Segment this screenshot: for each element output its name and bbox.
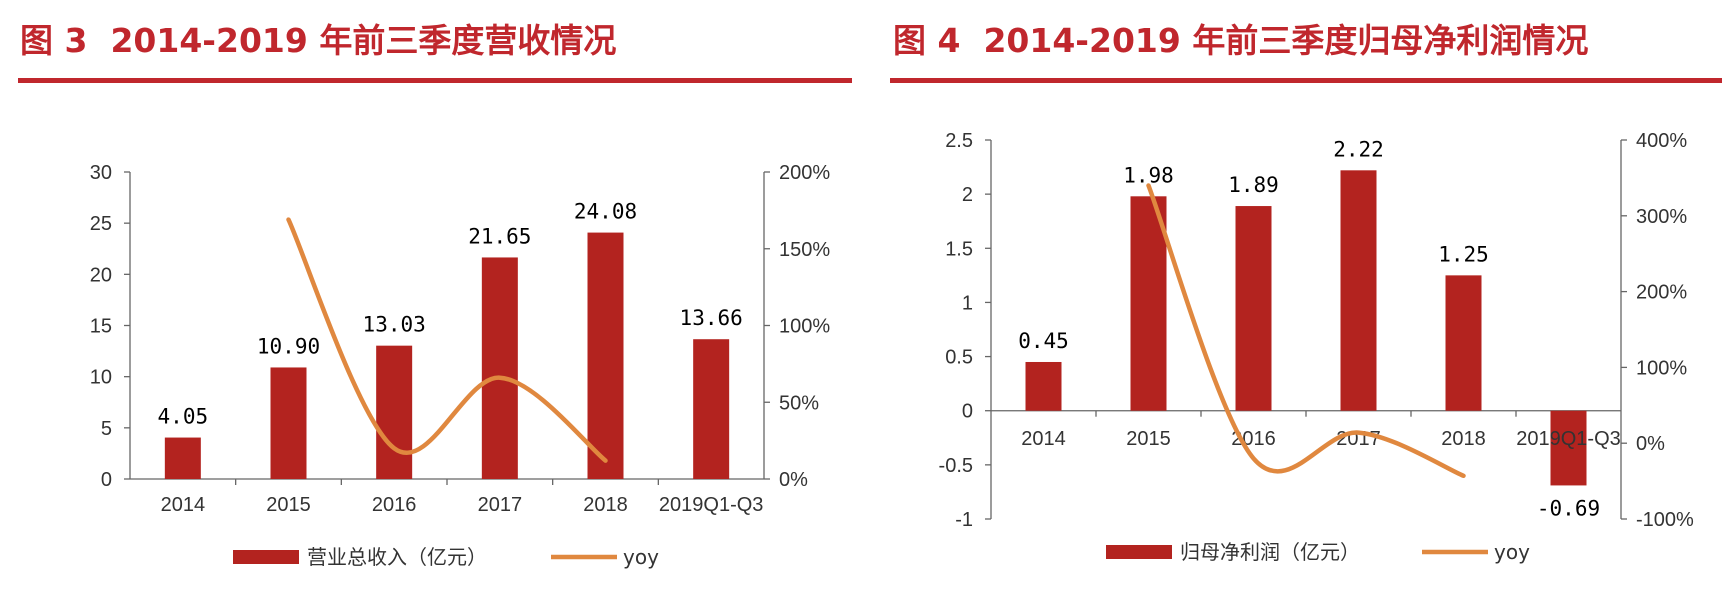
- chart2-bar: [1550, 410, 1587, 486]
- chart2-left-tick-label: -1: [955, 509, 973, 531]
- chart1-bar: [270, 367, 307, 479]
- chart2-right-tick-label: 200%: [1636, 282, 1687, 304]
- chart2-category-label: 2019Q1-Q3: [1516, 428, 1621, 450]
- chart2-right-tick-label: 400%: [1636, 130, 1687, 152]
- chart1-left-tick-label: 20: [90, 264, 112, 286]
- chart2-bar-label: -0.69: [1537, 496, 1600, 520]
- chart1-right-tick-label: 100%: [779, 316, 830, 338]
- chart2-title-rule: [890, 78, 1722, 83]
- chart2-title: 图 4 2014-2019 年前三季度归母净利润情况: [893, 21, 1589, 60]
- chart2-category-label: 2015: [1126, 428, 1171, 450]
- chart1-category-label: 2014: [161, 494, 206, 516]
- chart1-right-tick-label: 200%: [779, 162, 830, 184]
- chart1-left-tick-label: 10: [90, 367, 112, 389]
- chart1-bar: [164, 437, 201, 479]
- chart1-left-tick-label: 30: [90, 162, 112, 184]
- chart2-bar-label: 2.22: [1333, 137, 1384, 161]
- chart1-title-rule: [18, 78, 852, 83]
- chart2-left-tick-label: 0.5: [945, 347, 973, 369]
- chart2-left-tick-label: 0: [962, 401, 973, 423]
- chart1-right-tick-label: 0%: [779, 469, 808, 491]
- chart2-right-tick-label: 0%: [1636, 433, 1665, 455]
- chart2-bar-label: 1.25: [1438, 242, 1489, 266]
- chart2-category-label: 2018: [1441, 428, 1486, 450]
- chart1-legend-line-label: yoy: [623, 545, 659, 569]
- chart2-legend-bar-swatch: [1106, 545, 1172, 559]
- chart2-yoy-line: [1146, 183, 1466, 479]
- chart1-category-label: 2015: [266, 494, 311, 516]
- chart1-bar-label: 13.03: [363, 313, 426, 337]
- chart1-bar-label: 10.90: [257, 334, 320, 358]
- chart2-left-tick-label: 1: [962, 292, 973, 314]
- chart2-right-tick-label: -100%: [1636, 509, 1694, 531]
- chart1-bar: [693, 339, 730, 479]
- chart2-bar: [1025, 361, 1062, 411]
- chart1-legend-bar-swatch: [233, 550, 299, 564]
- chart2-bar: [1235, 206, 1272, 411]
- chart1-bar: [376, 345, 413, 479]
- chart1-title: 图 3 2014-2019 年前三季度营收情况: [20, 21, 617, 60]
- chart2-right-tick-label: 300%: [1636, 206, 1687, 228]
- chart2-left-tick-label: 2.5: [945, 130, 973, 152]
- chart2-left-tick-label: 2: [962, 184, 973, 206]
- chart1-category-label: 2017: [478, 494, 523, 516]
- chart1-bar-label: 24.08: [574, 200, 637, 224]
- chart1-left-tick-label: 0: [101, 469, 112, 491]
- chart2-right-tick-label: 100%: [1636, 357, 1687, 379]
- chart1-category-label: 2018: [583, 494, 628, 516]
- chart2-category-label: 2014: [1021, 428, 1066, 450]
- chart2-legend-line-label: yoy: [1494, 540, 1530, 564]
- chart1-yoy-line: [286, 217, 608, 463]
- chart2-bar-label: 0.45: [1018, 329, 1069, 353]
- chart2-bar-label: 1.89: [1228, 173, 1279, 197]
- chart2-legend-bar-label: 归母净利润（亿元）: [1180, 540, 1360, 564]
- chart2-bar: [1445, 275, 1482, 411]
- chart1-left-tick-label: 5: [101, 418, 112, 440]
- chart1-category-label: 2016: [372, 494, 417, 516]
- chart1-category-label: 2019Q1-Q3: [659, 494, 764, 516]
- chart1-bar: [587, 232, 624, 479]
- chart1-bar-label: 21.65: [468, 224, 531, 248]
- chart2-left-tick-label: 1.5: [945, 238, 973, 260]
- chart1-bar-label: 13.66: [680, 306, 743, 330]
- chart1-legend-bar-label: 营业总收入（亿元）: [307, 545, 487, 569]
- chart1-bar: [481, 257, 518, 479]
- chart1-right-tick-label: 150%: [779, 239, 830, 261]
- chart1-bar-label: 4.05: [158, 405, 209, 429]
- chart1-right-tick-label: 50%: [779, 392, 819, 414]
- chart1-left-tick-label: 15: [90, 316, 112, 338]
- chart2-bar: [1130, 196, 1167, 411]
- chart1-left-tick-label: 25: [90, 213, 112, 235]
- chart2-left-tick-label: -0.5: [939, 455, 973, 477]
- chart2-bar: [1340, 170, 1377, 411]
